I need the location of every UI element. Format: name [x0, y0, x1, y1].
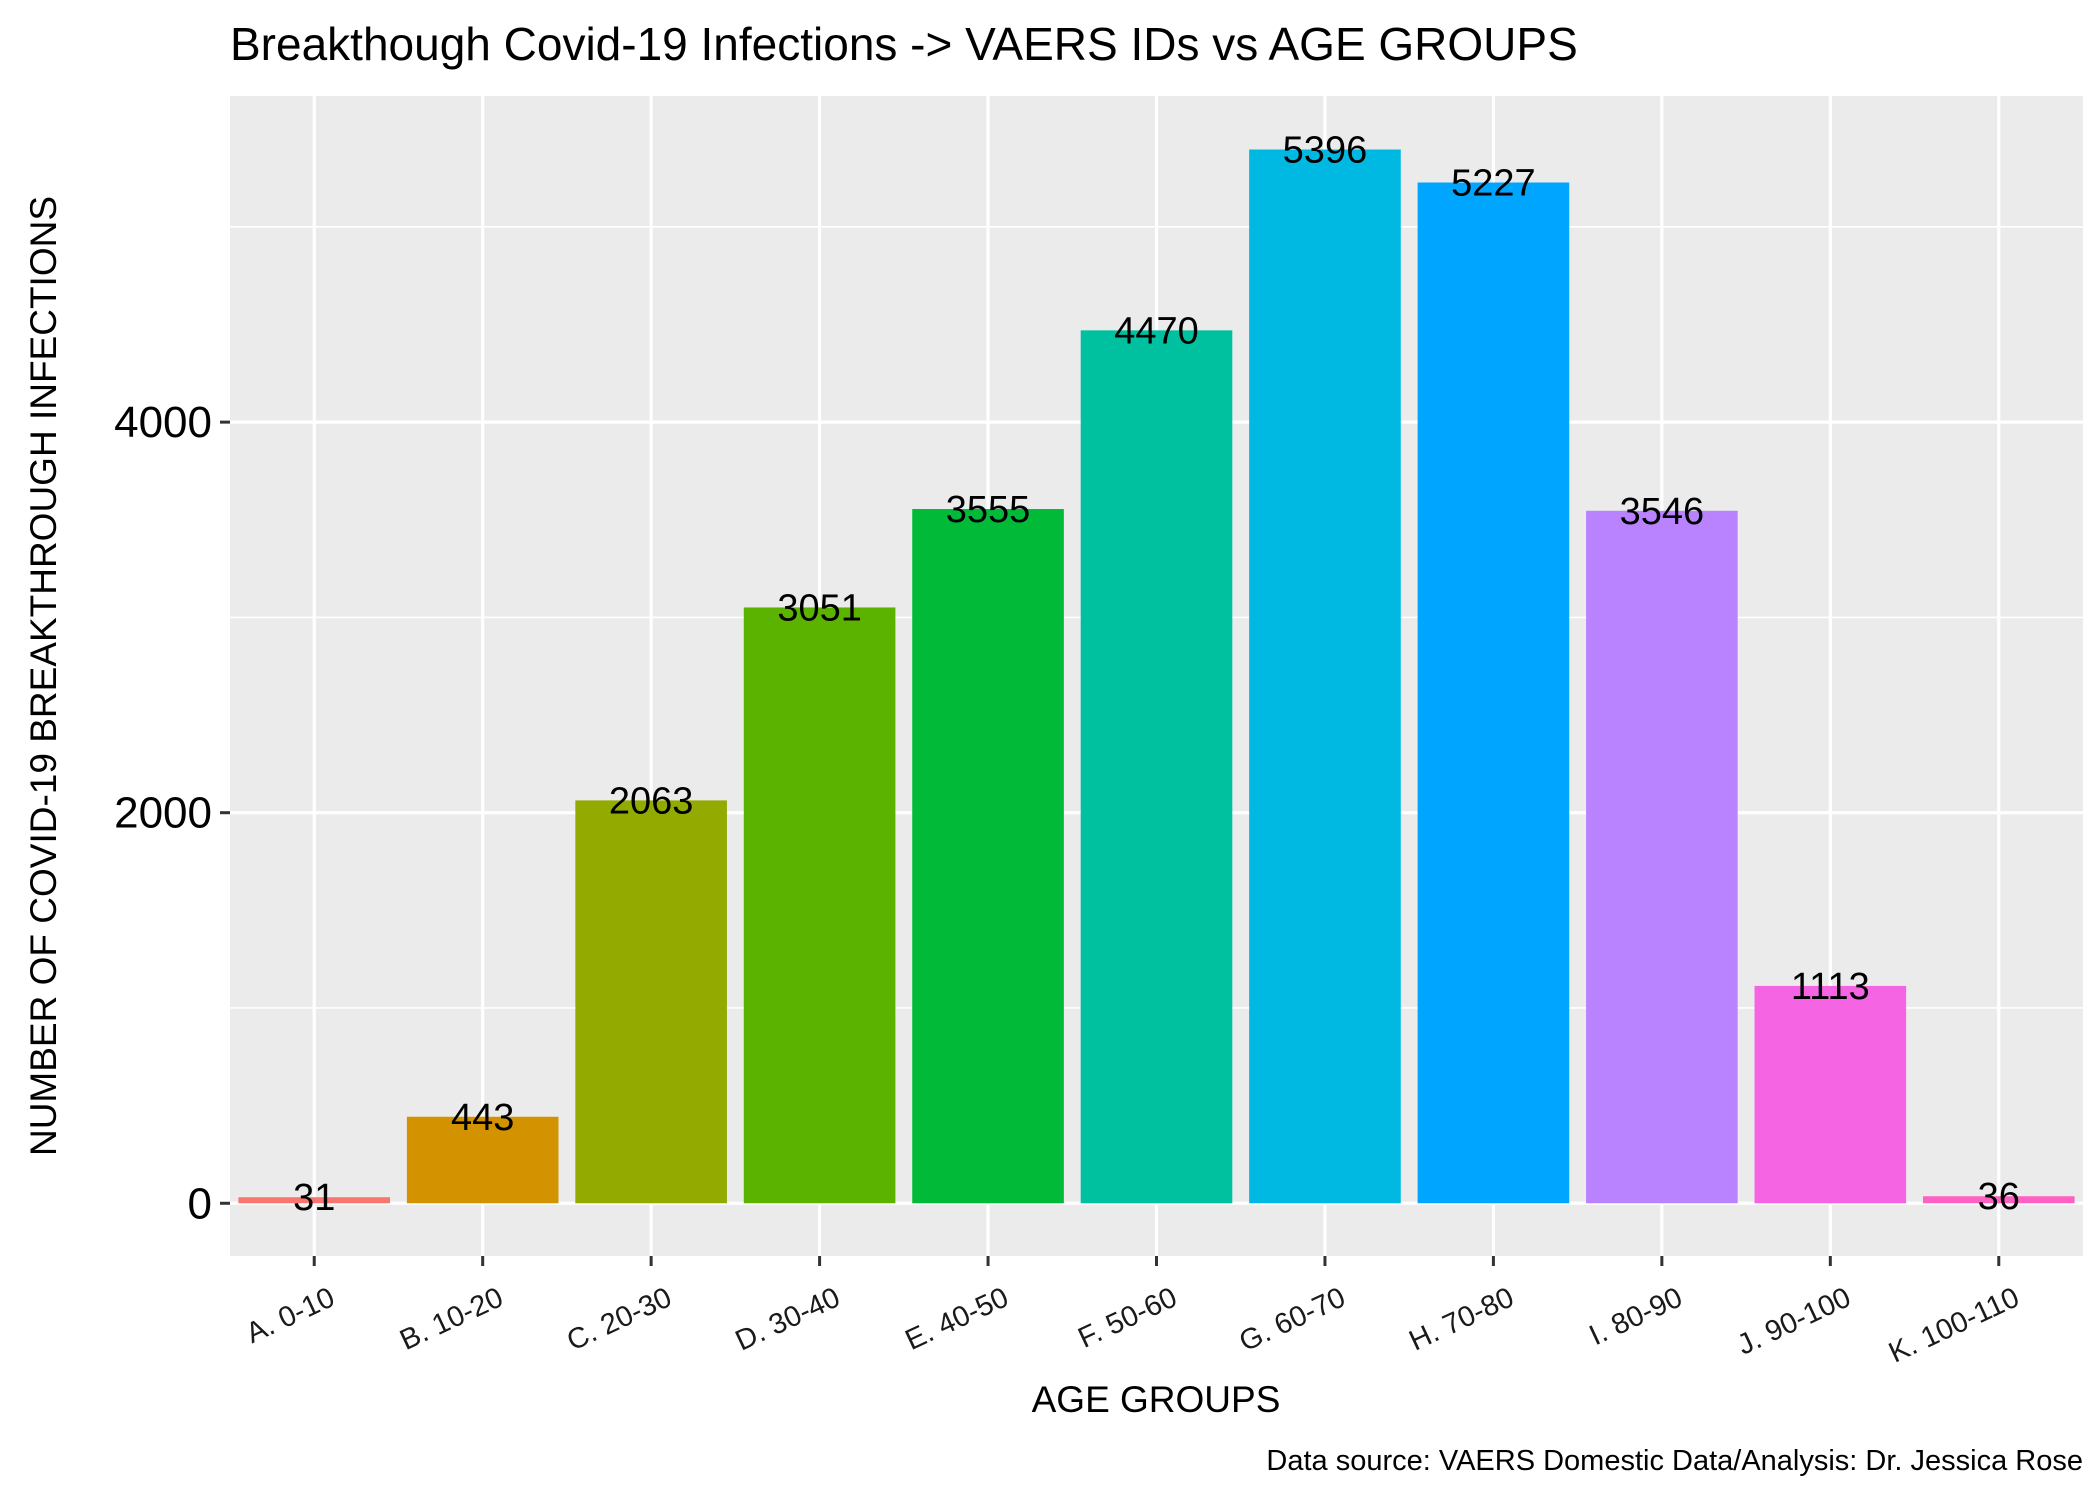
- bar: [1922, 1196, 2075, 1204]
- bar: [575, 800, 727, 1204]
- chart-title: Breakthough Covid-19 Infections -> VAERS…: [230, 18, 1578, 70]
- bar: [912, 509, 1064, 1204]
- bar: [1080, 330, 1233, 1204]
- data-label: 4470: [1114, 310, 1199, 352]
- y-axis-title: NUMBER OF COVID-19 BREAKTHROUGH INFECTIO…: [23, 196, 64, 1156]
- y-tick-label: 2000: [114, 789, 212, 838]
- data-label: 5396: [1283, 130, 1368, 172]
- x-axis-title: AGE GROUPS: [1032, 1379, 1281, 1420]
- data-label: 3051: [777, 587, 862, 629]
- bar: [1754, 985, 1907, 1204]
- bar: [1586, 510, 1738, 1204]
- y-tick-label: 0: [188, 1179, 212, 1228]
- data-label: 1113: [1791, 966, 1870, 1008]
- y-tick-label: 4000: [114, 398, 212, 447]
- bar: [1249, 149, 1401, 1204]
- bar: [406, 1116, 559, 1204]
- data-label: 31: [293, 1177, 335, 1219]
- bar: [238, 1197, 391, 1204]
- data-label: 5227: [1451, 163, 1536, 205]
- data-label: 3546: [1620, 491, 1705, 533]
- data-label: 443: [451, 1097, 514, 1139]
- bar: [1417, 182, 1570, 1204]
- data-label: 3555: [946, 489, 1031, 531]
- data-label: 36: [1978, 1176, 2020, 1218]
- chart-caption: Data source: VAERS Domestic Data/Analysi…: [1266, 1445, 2083, 1477]
- bar: [743, 607, 896, 1204]
- data-label: 2063: [609, 780, 694, 822]
